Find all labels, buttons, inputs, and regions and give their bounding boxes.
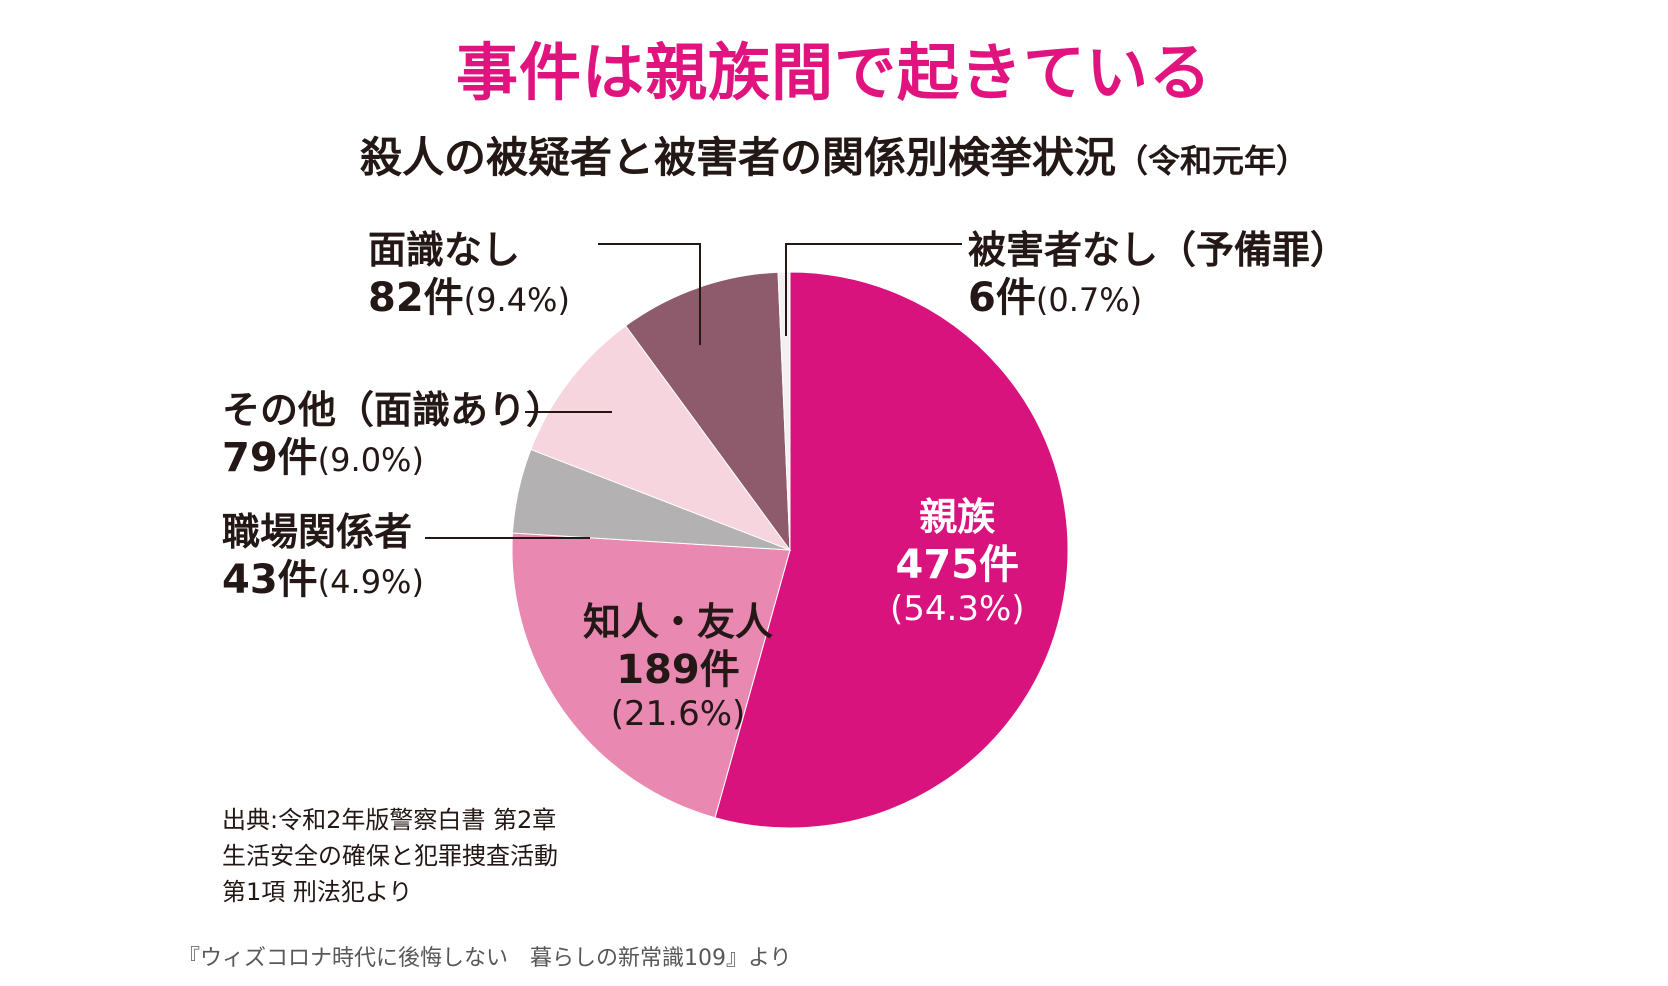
slice-label-count: 43件 (222, 556, 318, 603)
leader-line-higaisha-nashi (785, 243, 962, 336)
slice-chijin-yujin (511, 532, 791, 819)
slice-label-higaisha-nashi: 被害者なし（予備罪） 6件(0.7%) (968, 228, 1348, 322)
slice-higaisha-nashi (777, 271, 791, 551)
slice-label-name: 面識なし (368, 228, 521, 272)
pie-slices (511, 271, 1069, 829)
slice-label-count: 79件 (222, 434, 318, 481)
slice-label-shinzoku: 親族 475件 (54.3%) (890, 495, 1025, 629)
slice-label-name: その他（面識あり） (222, 388, 565, 432)
slice-label-sonota: その他（面識あり） 79件(9.0%) (222, 388, 564, 482)
chart-subtitle: 殺人の被疑者と被害者の関係別検挙状況（令和元年） (0, 124, 1668, 185)
slice-label-name: 職場関係者 (222, 510, 413, 554)
slice-label-name: 被害者なし（予備罪） (968, 228, 1349, 272)
subtitle-main: 殺人の被疑者と被害者の関係別検挙状況 (359, 133, 1116, 182)
slice-shinzoku (714, 271, 1069, 829)
slice-label-count: 475件 (895, 541, 1020, 588)
leader-line-menshiki-nashi (598, 243, 701, 345)
slice-menshiki-nashi (624, 271, 791, 552)
slice-label-percent: (54.3%) (890, 588, 1025, 629)
slice-label-count: 189件 (616, 646, 740, 693)
slice-label-count: 6件 (968, 274, 1036, 321)
slice-label-chijin: 知人・友人 189件 (21.6%) (583, 600, 773, 734)
source-note: 出典:令和2年版警察白書 第2章 生活安全の確保と犯罪捜査活動 第1項 刑法犯よ… (222, 806, 558, 906)
slice-label-count: 82件 (368, 274, 464, 321)
slice-label-percent: (9.4%) (463, 280, 570, 319)
subtitle-year: （令和元年） (1116, 142, 1309, 180)
slice-label-name: 親族 (919, 495, 996, 539)
credit-note: 『ウィズコロナ時代に後悔しない 暮らしの新常識109』より (178, 946, 792, 971)
slice-sonota (530, 325, 792, 552)
slice-label-percent: (21.6%) (610, 693, 746, 734)
slice-label-percent: (0.7%) (1035, 280, 1143, 319)
leader-lines (425, 243, 962, 539)
chart-title: 事件は親族間で起きている (455, 36, 1212, 109)
slice-label-percent: (4.9%) (317, 562, 424, 601)
slice-label-name: 知人・友人 (583, 600, 774, 644)
slice-label-percent: (9.0%) (317, 440, 424, 479)
slice-label-shokuba: 職場関係者 43件(4.9%) (222, 510, 424, 604)
slice-label-menshiki-nashi: 面識なし 82件(9.4%) (368, 228, 570, 322)
